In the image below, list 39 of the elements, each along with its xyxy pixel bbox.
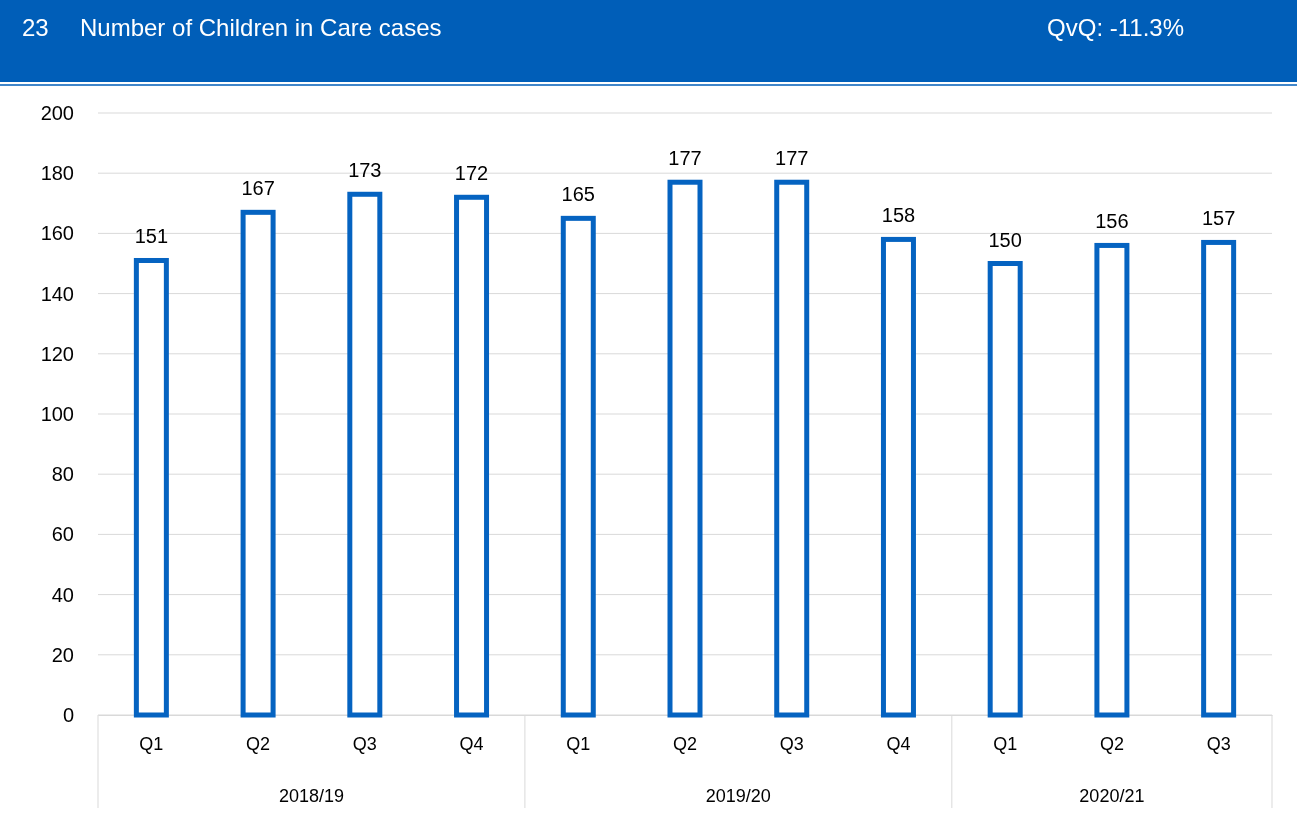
x-tick-label: Q4	[886, 733, 911, 754]
x-tick-label: Q1	[993, 733, 1018, 754]
data-label: 165	[561, 183, 595, 206]
y-tick-label: 80	[51, 463, 74, 486]
data-label: 177	[668, 147, 702, 170]
y-tick-label: 60	[51, 523, 74, 546]
text: 23	[22, 14, 49, 41]
y-tick-label: 20	[51, 643, 74, 666]
x-tick-label: Q3	[1206, 733, 1231, 754]
data-label: 167	[241, 177, 275, 200]
x-tick-label: Q2	[246, 733, 271, 754]
y-tick-label: 200	[40, 101, 74, 124]
text: 2018/19	[278, 786, 344, 806]
data-label: 156	[1095, 210, 1129, 233]
x-tick-label: Q2	[672, 733, 698, 754]
data-label: 158	[881, 204, 916, 227]
y-tick-label: 140	[40, 282, 74, 305]
text: 2019/20	[705, 786, 771, 806]
y-tick-label: 0	[62, 703, 74, 726]
y-tick-label: 180	[40, 162, 74, 185]
data-label: 172	[454, 162, 489, 185]
data-label: 150	[988, 228, 1022, 251]
x-tick-label: Q4	[459, 733, 484, 754]
data-label: 173	[348, 159, 382, 182]
data-label: 177	[775, 147, 809, 170]
chart-title: Number of Children in Care cases	[80, 14, 442, 41]
x-tick-label: Q1	[566, 733, 591, 754]
y-tick-label: 160	[40, 222, 74, 245]
x-tick-label: Q3	[779, 733, 804, 754]
text: 2020/21	[1079, 786, 1145, 806]
text: QvQ: -11.3%	[1047, 14, 1184, 41]
data-label: 157	[1201, 207, 1236, 230]
y-tick-label: 120	[40, 342, 74, 365]
x-tick-label: Q2	[1099, 733, 1124, 754]
x-tick-label: Q3	[352, 733, 377, 754]
data-label: 151	[134, 225, 169, 248]
y-tick-label: 100	[40, 402, 74, 425]
x-tick-label: Q1	[139, 733, 164, 754]
y-tick-label: 40	[51, 583, 74, 606]
